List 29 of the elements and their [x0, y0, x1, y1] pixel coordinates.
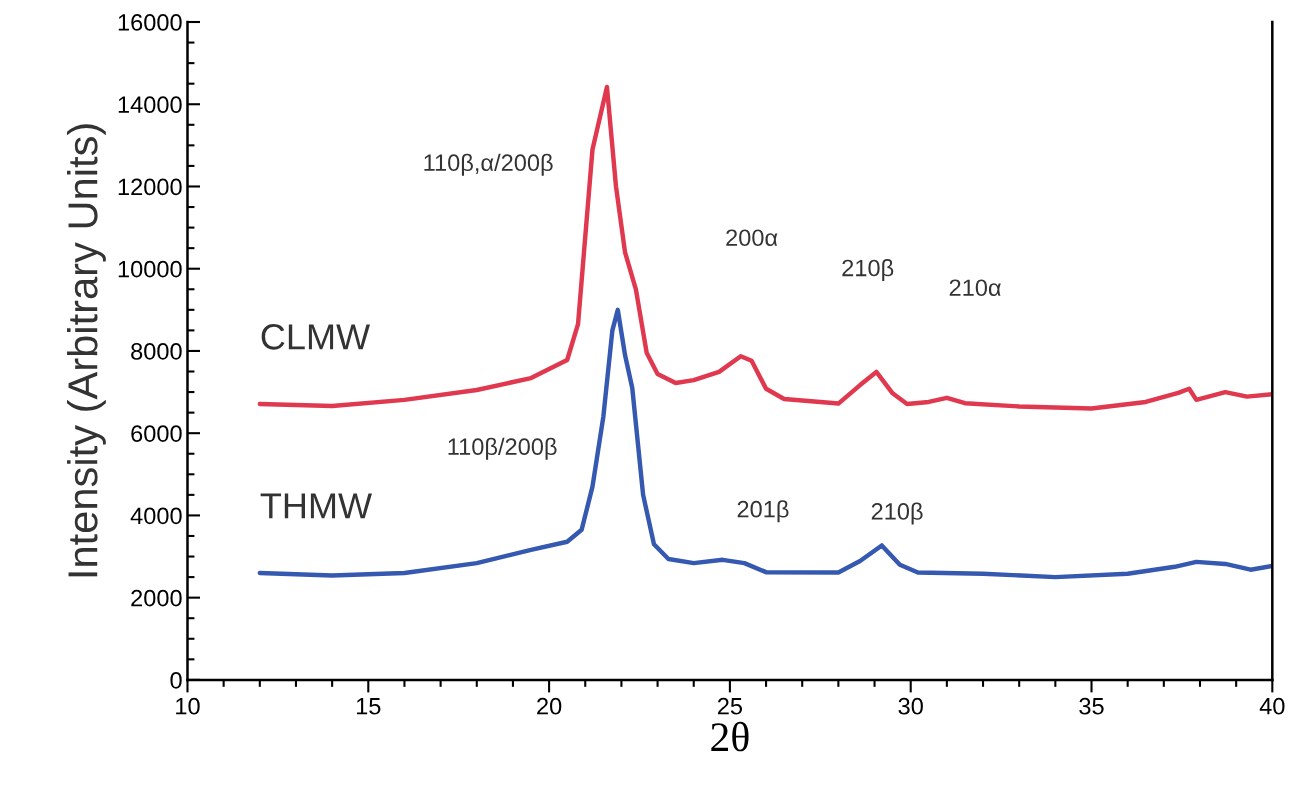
x-tick-label: 15	[356, 698, 381, 715]
x-tick-label: 20	[537, 697, 562, 715]
annotation: 110β,α/200β	[424, 153, 553, 176]
x-tick-label: 25	[717, 697, 743, 715]
y-axis-title: Intensity (Arbitrary Units)	[67, 124, 106, 577]
y-tick-label: 14000	[118, 96, 182, 114]
y-tick-label: 10000	[118, 260, 182, 278]
annotation: 210β	[871, 502, 923, 525]
series-label: THMW	[260, 493, 372, 519]
annotation: 200α	[726, 229, 778, 247]
y-tick-label: 2000	[131, 589, 182, 607]
y-tick-label: 4000	[130, 507, 182, 525]
y-tick-label: 0	[170, 671, 182, 689]
annotation: 110β/200β	[448, 437, 557, 460]
x-tick-label: 10	[176, 697, 200, 715]
series-label: CLMW	[261, 324, 371, 350]
line-series	[257, 307, 1273, 580]
line-series	[257, 84, 1273, 411]
annotation: 210β	[842, 259, 894, 282]
y-tick-label: 6000	[131, 425, 182, 442]
x-axis-title: 2θ	[711, 721, 749, 752]
y-tick-label: 12000	[118, 178, 182, 196]
x-tick-label: 40	[1259, 697, 1285, 715]
y-tick-label: 16000	[118, 14, 182, 31]
x-tick-label: 30	[898, 697, 923, 715]
annotation: 201β	[737, 500, 789, 523]
annotation: 210α	[949, 279, 1001, 297]
y-tick-label: 8000	[131, 343, 182, 360]
x-tick-label: 35	[1079, 697, 1104, 715]
